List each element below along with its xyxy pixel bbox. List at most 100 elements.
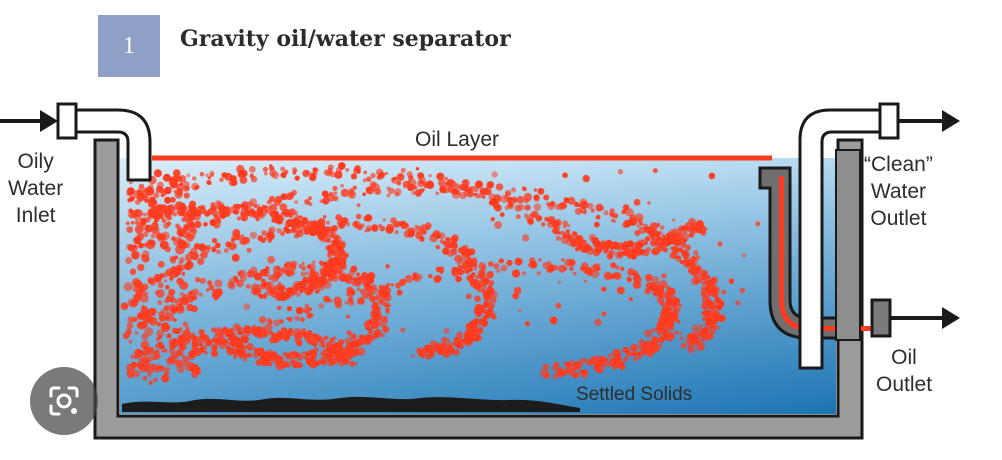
- oil-droplet: [707, 302, 714, 310]
- visual-search-lens-button[interactable]: [30, 367, 98, 435]
- oil-droplet: [521, 186, 526, 191]
- oil-droplet: [319, 342, 324, 348]
- oil-droplet: [433, 342, 438, 347]
- oil-droplet: [332, 238, 341, 247]
- oil-droplet: [147, 356, 153, 362]
- oil-droplet: [488, 271, 493, 277]
- oil-droplet: [140, 294, 149, 303]
- oil-droplet: [312, 260, 316, 264]
- oil-droplet: [142, 231, 149, 238]
- oil-droplet: [647, 201, 651, 205]
- oil-droplet: [161, 322, 169, 329]
- oil-droplet: [661, 273, 667, 279]
- oil-droplet: [484, 296, 489, 300]
- oil-droplet: [357, 277, 361, 281]
- oil-droplet: [348, 269, 356, 277]
- oil-droplet: [173, 318, 177, 322]
- oil-droplet: [700, 288, 705, 293]
- oil-droplet: [563, 266, 568, 271]
- oil-droplet: [319, 199, 324, 203]
- oil-droplet: [293, 328, 302, 337]
- oil-droplet: [561, 258, 565, 262]
- oil-droplet: [322, 236, 328, 243]
- oil-outlet-arrow-head: [942, 307, 960, 329]
- oil-droplet: [318, 303, 325, 309]
- oil-droplet: [309, 280, 316, 287]
- oil-droplet: [644, 344, 649, 349]
- oil-droplet: [218, 335, 226, 343]
- oil-droplet: [611, 272, 619, 279]
- oil-droplet: [123, 282, 133, 292]
- oil-droplet: [547, 202, 555, 210]
- oil-droplet: [304, 199, 310, 205]
- oil-droplet: [197, 257, 205, 266]
- oil-droplet: [636, 239, 645, 248]
- oil-droplet: [552, 373, 559, 380]
- oil-droplet: [127, 298, 136, 307]
- oil-droplet: [234, 335, 238, 339]
- oil-droplet: [472, 320, 477, 325]
- oil-droplet: [305, 271, 310, 276]
- oil-droplet: [715, 304, 720, 309]
- oil-droplet: [233, 275, 238, 281]
- oil-droplet: [324, 270, 330, 275]
- oil-droplet: [246, 352, 253, 358]
- oil-droplet: [324, 281, 332, 289]
- oil-droplet: [258, 357, 265, 364]
- oil-droplet: [327, 169, 334, 176]
- oil-droplet: [591, 270, 600, 279]
- oil-droplet: [312, 167, 318, 173]
- oil-droplet: [299, 290, 303, 294]
- oil-droplet: [356, 272, 360, 277]
- oil-droplet: [506, 259, 513, 266]
- oil-droplet: [428, 274, 432, 278]
- oil-droplet: [381, 333, 386, 338]
- oil-droplet: [285, 336, 290, 341]
- oil-droplet: [199, 277, 206, 284]
- oil-droplet: [634, 230, 641, 236]
- oil-droplet: [346, 314, 350, 319]
- oil-droplet: [156, 322, 162, 327]
- oil-droplet: [200, 251, 208, 259]
- oil-droplet: [475, 311, 482, 318]
- oil-droplet: [735, 300, 741, 306]
- oil-droplet: [204, 338, 213, 347]
- oil-droplet: [245, 284, 251, 289]
- oil-droplet: [510, 187, 517, 193]
- oil-droplet: [691, 265, 699, 273]
- oil-droplet: [340, 184, 344, 188]
- oil-droplet: [486, 181, 495, 189]
- oil-droplet: [243, 345, 248, 349]
- oil-droplet: [192, 176, 197, 181]
- oil-droplet: [275, 273, 280, 279]
- oil-droplet: [281, 216, 285, 221]
- oil-droplet: [309, 341, 313, 346]
- oil-droplet: [182, 329, 192, 339]
- clean-outlet-label-line-1: “Clean”: [864, 153, 933, 176]
- clean-outlet-arrow-head: [942, 110, 960, 132]
- oil-droplet: [524, 321, 530, 327]
- oil-droplet: [140, 340, 150, 350]
- oil-droplet: [693, 261, 698, 266]
- oil-droplet: [701, 331, 707, 337]
- oil-droplet: [141, 333, 149, 341]
- oil-droplet: [523, 213, 529, 218]
- oil-droplet: [435, 191, 440, 196]
- oil-droplet: [373, 306, 378, 311]
- oil-droplet: [183, 192, 190, 199]
- oil-droplet: [672, 218, 676, 222]
- settled-solids-layer: [122, 396, 580, 412]
- oil-droplet: [130, 361, 137, 369]
- oil-droplet: [445, 181, 451, 187]
- oil-droplet: [463, 267, 471, 274]
- oil-droplet: [349, 289, 356, 296]
- oil-droplet: [165, 284, 170, 290]
- oil-droplet: [230, 179, 238, 186]
- oil-droplet: [638, 226, 646, 235]
- oil-droplet: [344, 337, 353, 345]
- oil-droplet: [648, 284, 654, 289]
- oil-droplet: [561, 368, 567, 374]
- oil-droplet: [655, 232, 661, 238]
- oil-droplet: [294, 200, 299, 204]
